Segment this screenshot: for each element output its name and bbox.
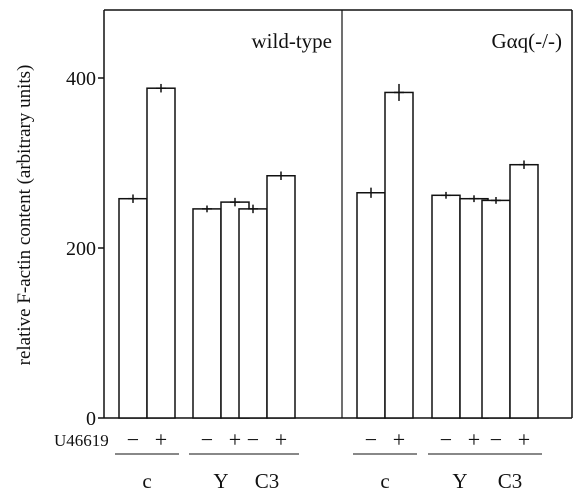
condition-sign: − [365, 427, 377, 452]
panel-title: wild-type [252, 29, 332, 53]
bars [118, 87, 539, 419]
group-label: c [142, 469, 151, 493]
bar-plus [509, 163, 539, 419]
group-label: C3 [255, 469, 280, 493]
panel-titles: wild-type Gαq(-/-) [252, 29, 562, 53]
bar-minus [118, 197, 148, 419]
y-tick-label: 200 [66, 238, 96, 260]
group-labels: c Y C3 c Y C3 [115, 453, 542, 493]
group-label: Y [452, 469, 467, 493]
group-label: Y [213, 469, 228, 493]
bar-minus [192, 208, 222, 419]
condition-sign: + [518, 427, 530, 452]
bar-minus [238, 208, 268, 419]
bar-plus [146, 87, 176, 419]
condition-sign: − [440, 427, 452, 452]
treatment-label: U46619 [54, 431, 109, 450]
condition-sign: − [247, 427, 259, 452]
plot-frame [104, 9, 573, 419]
bar-minus [431, 194, 461, 419]
panel-title: Gαq(-/-) [492, 29, 562, 53]
condition-sign: − [490, 427, 502, 452]
condition-sign: + [155, 427, 167, 452]
group-label: c [380, 469, 389, 493]
condition-sign: + [229, 427, 241, 452]
condition-signs: − + − + − + − + − + − + [127, 427, 530, 452]
y-axis-label: relative F-actin content (arbitrary unit… [14, 65, 35, 366]
condition-sign: + [468, 427, 480, 452]
condition-sign: − [127, 427, 139, 452]
bar-plus [384, 91, 414, 419]
condition-sign: + [393, 427, 405, 452]
bar-minus [356, 192, 386, 419]
condition-sign: − [201, 427, 213, 452]
bar-minus [481, 199, 511, 419]
y-axis: 0 200 400 [66, 10, 105, 430]
condition-sign: + [275, 427, 287, 452]
error-bars [128, 83, 529, 214]
group-label: C3 [498, 469, 523, 493]
y-tick-label: 400 [66, 68, 96, 90]
bar-plus [266, 175, 296, 419]
y-tick-label: 0 [86, 408, 96, 430]
